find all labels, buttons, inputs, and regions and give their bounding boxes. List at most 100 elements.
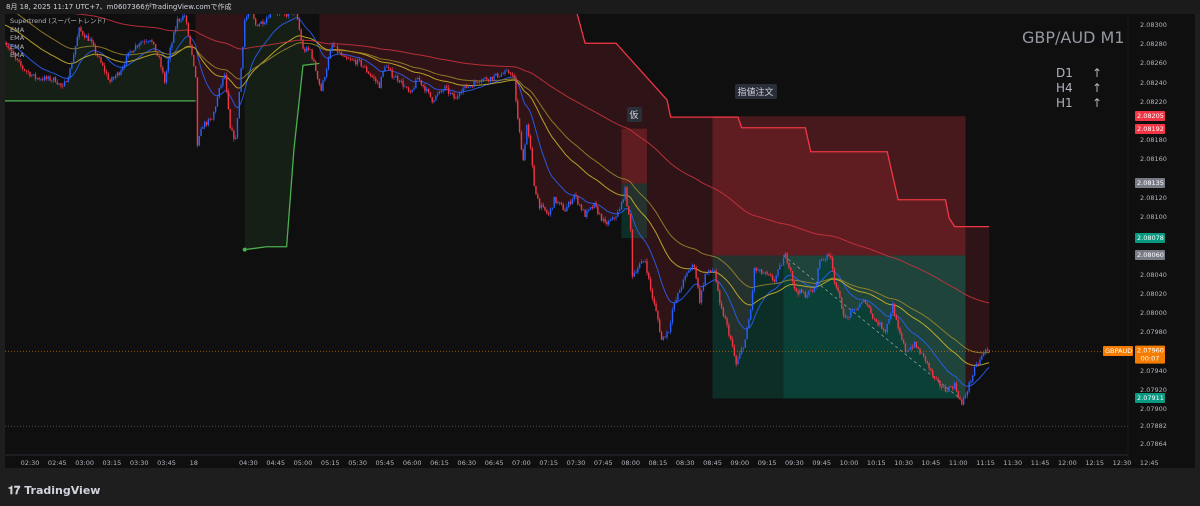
candle — [477, 82, 479, 83]
tradingview-logo[interactable]: 𝟏𝟕 TradingView — [8, 484, 100, 498]
candle — [62, 85, 64, 87]
legend-item-0[interactable]: Supertrend (スーパートレンド) — [10, 17, 106, 25]
candle — [52, 77, 55, 81]
candle — [173, 32, 175, 43]
candle — [136, 45, 139, 47]
candle — [380, 76, 382, 89]
candle — [27, 71, 29, 72]
candle — [284, 14, 286, 15]
candle — [247, 14, 250, 17]
candle — [819, 260, 821, 269]
price-tick: 2.08220 — [1140, 97, 1167, 106]
candle — [979, 359, 981, 365]
candle — [489, 76, 492, 81]
position-label-1[interactable]: 指値注文 — [734, 84, 777, 100]
candle — [711, 271, 714, 272]
candle — [771, 275, 774, 281]
candle — [171, 42, 173, 48]
candle — [906, 350, 908, 352]
chart-panel[interactable] — [5, 14, 1195, 468]
candle — [757, 270, 759, 272]
candle — [659, 319, 661, 332]
time-tick: 10:15 — [866, 459, 886, 467]
candle — [282, 12, 283, 13]
candle — [23, 68, 26, 71]
candle — [444, 86, 446, 91]
candle — [366, 67, 368, 72]
candle — [859, 304, 861, 308]
candle — [760, 269, 763, 274]
candle — [841, 297, 843, 309]
candle — [72, 54, 75, 64]
legend-item-1[interactable]: EMA — [10, 25, 25, 34]
candle — [697, 278, 699, 288]
timeframe-h4: H4 ↑ — [1056, 81, 1102, 95]
candle — [964, 395, 967, 399]
candle — [724, 316, 726, 319]
candle — [466, 85, 468, 88]
candle — [200, 128, 202, 136]
candle — [238, 91, 240, 118]
candle — [304, 48, 306, 52]
candle — [11, 49, 13, 52]
candle — [435, 95, 437, 101]
candle — [640, 261, 643, 264]
candle — [260, 21, 262, 24]
candle — [415, 79, 417, 89]
candle — [651, 289, 654, 299]
candle — [764, 272, 766, 274]
legend-item-4[interactable]: EMA — [10, 51, 25, 59]
candle — [506, 70, 508, 72]
candle — [446, 86, 448, 88]
legend-item-3[interactable]: EMA — [10, 42, 25, 51]
time-tick: 10:30 — [894, 459, 913, 467]
price-tick: 2.08100 — [1140, 213, 1167, 221]
candle — [211, 119, 213, 121]
candle — [311, 49, 313, 59]
candle — [353, 59, 355, 61]
candle — [868, 305, 870, 308]
time-tick: 03:15 — [102, 459, 122, 467]
ema-line-2 — [5, 24, 990, 366]
candle — [498, 76, 501, 78]
candle — [959, 397, 961, 400]
candle — [431, 97, 433, 103]
candle — [480, 81, 483, 83]
candle — [109, 79, 111, 82]
price-label: 2.08205 — [1135, 111, 1165, 122]
candle — [675, 299, 677, 304]
legend-item-2[interactable]: EMA — [10, 34, 25, 42]
candle — [413, 88, 415, 90]
time-tick: 08:45 — [703, 459, 722, 467]
candle — [955, 383, 958, 392]
arrow-up-icon: ↑ — [1092, 81, 1103, 95]
position-label-0[interactable]: 仮 — [626, 106, 642, 122]
candle — [275, 12, 276, 13]
candle — [256, 24, 259, 27]
candle — [626, 187, 628, 207]
candle — [133, 50, 135, 53]
candle — [608, 220, 610, 225]
candle — [751, 290, 754, 310]
candle — [271, 11, 272, 12]
candle — [420, 80, 422, 85]
candle — [595, 202, 597, 207]
time-tick: 10:45 — [921, 459, 941, 467]
candle — [797, 291, 799, 295]
candle — [32, 74, 35, 76]
time-tick: 12:15 — [1085, 459, 1105, 467]
position-filled-zone — [783, 255, 966, 399]
candle — [335, 46, 337, 48]
candle — [384, 67, 386, 72]
candle — [191, 44, 193, 55]
bar-countdown: 00:07 — [1140, 354, 1160, 363]
candle — [637, 268, 639, 273]
candle — [578, 204, 581, 205]
candle — [877, 321, 879, 326]
candle — [34, 74, 37, 79]
candle — [318, 78, 321, 85]
candle — [944, 386, 947, 392]
candle — [740, 348, 743, 354]
candle — [939, 380, 941, 387]
